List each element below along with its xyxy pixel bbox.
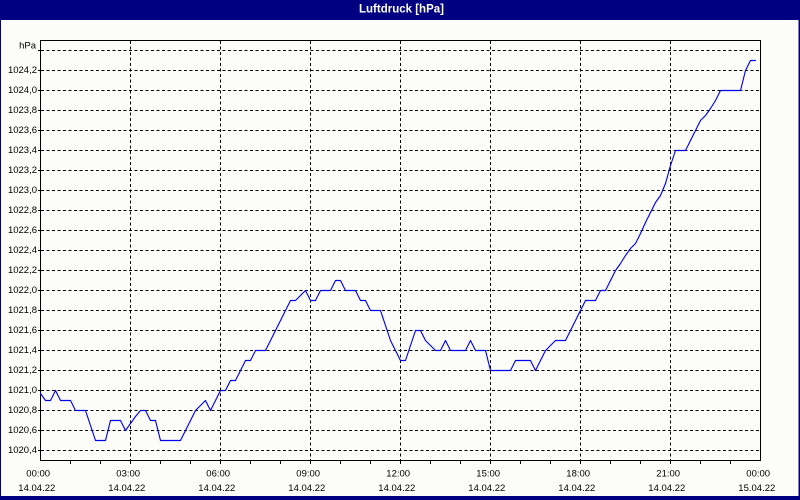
svg-text:1022,6: 1022,6	[8, 225, 37, 236]
svg-text:14.04.22: 14.04.22	[18, 483, 55, 494]
svg-text:03:00: 03:00	[116, 469, 140, 480]
svg-text:1021,2: 1021,2	[8, 365, 37, 376]
svg-text:14.04.22: 14.04.22	[378, 483, 415, 494]
svg-text:15.04.22: 15.04.22	[738, 483, 775, 494]
svg-text:14.04.22: 14.04.22	[558, 483, 595, 494]
svg-text:1021,8: 1021,8	[8, 305, 37, 316]
svg-text:hPa: hPa	[19, 41, 37, 52]
svg-text:1020,4: 1020,4	[8, 445, 37, 456]
svg-text:00:00: 00:00	[746, 469, 770, 480]
svg-text:Luftdruck [hPa]: Luftdruck [hPa]	[359, 3, 444, 15]
svg-text:1023,8: 1023,8	[8, 105, 37, 116]
svg-text:1020,6: 1020,6	[8, 425, 37, 436]
svg-text:1023,2: 1023,2	[8, 165, 37, 176]
svg-text:14.04.22: 14.04.22	[468, 483, 505, 494]
svg-text:21:00: 21:00	[656, 469, 680, 480]
svg-text:14.04.22: 14.04.22	[288, 483, 325, 494]
svg-text:1022,4: 1022,4	[8, 245, 37, 256]
svg-text:1022,2: 1022,2	[8, 265, 37, 276]
svg-text:1021,0: 1021,0	[8, 385, 37, 396]
svg-text:06:00: 06:00	[206, 469, 230, 480]
svg-text:14.04.22: 14.04.22	[108, 483, 145, 494]
svg-text:1021,6: 1021,6	[8, 325, 37, 336]
svg-text:12:00: 12:00	[386, 469, 410, 480]
svg-text:15:00: 15:00	[476, 469, 500, 480]
svg-text:1021,4: 1021,4	[8, 345, 37, 356]
svg-text:1020,8: 1020,8	[8, 405, 37, 416]
svg-text:1022,8: 1022,8	[8, 205, 37, 216]
svg-text:00:00: 00:00	[26, 469, 50, 480]
svg-text:18:00: 18:00	[566, 469, 590, 480]
svg-text:1023,6: 1023,6	[8, 125, 37, 136]
svg-text:14.04.22: 14.04.22	[198, 483, 235, 494]
svg-text:09:00: 09:00	[296, 469, 320, 480]
svg-text:1024,2: 1024,2	[8, 65, 37, 76]
svg-text:1023,0: 1023,0	[8, 185, 37, 196]
svg-text:14.04.22: 14.04.22	[648, 483, 685, 494]
svg-text:1022,0: 1022,0	[8, 285, 37, 296]
svg-text:1023,4: 1023,4	[8, 145, 37, 156]
svg-text:1024,0: 1024,0	[8, 85, 37, 96]
